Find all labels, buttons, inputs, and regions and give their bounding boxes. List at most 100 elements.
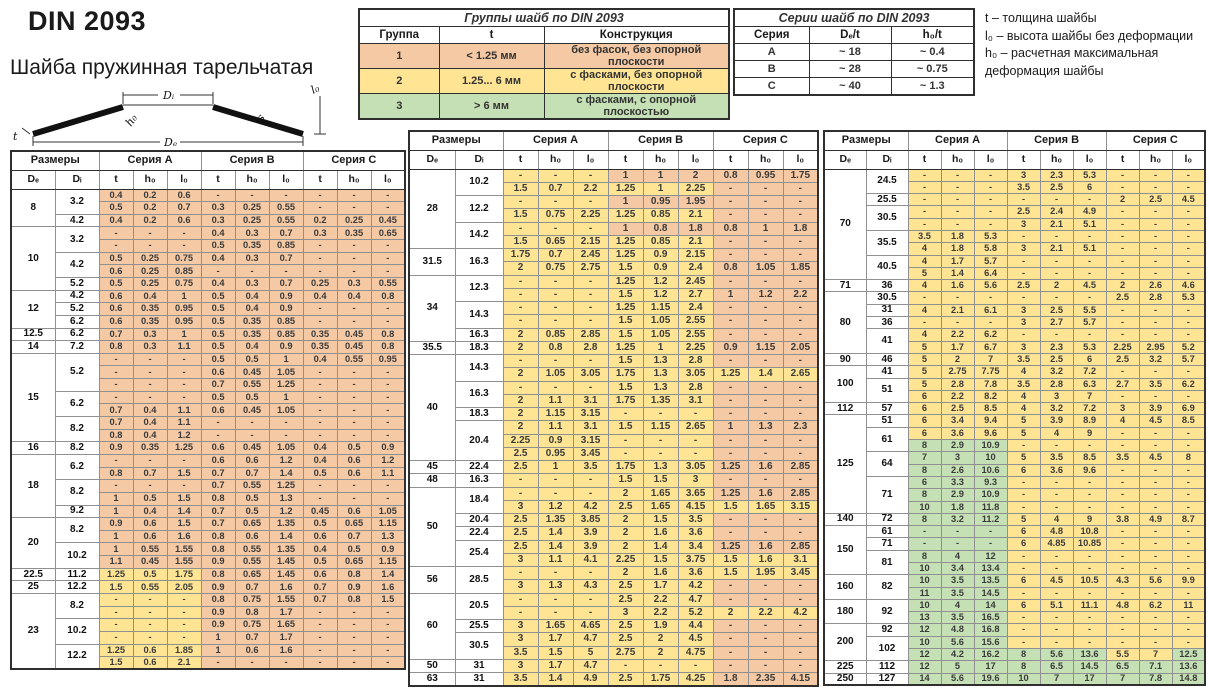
value-cell: 2 bbox=[502, 420, 539, 435]
value-cell: 7 bbox=[1072, 389, 1107, 404]
di-cell: 36 bbox=[865, 279, 909, 293]
value-cell: 1 bbox=[268, 352, 304, 367]
value-cell: - bbox=[537, 221, 574, 236]
table-row: 2 1.05 3.05 1.75 1.3 3.05 1.25 1.4 2.65 bbox=[409, 367, 819, 382]
value-cell: - bbox=[1105, 537, 1140, 551]
value-cell: 6.2 bbox=[1138, 598, 1173, 613]
value-cell: 5.3 bbox=[1072, 340, 1107, 354]
value-cell: 0.25 bbox=[132, 264, 168, 278]
value-cell: 2.45 bbox=[677, 274, 714, 289]
table-row: 30.5- - -2.5 2.4 4.9- - - bbox=[824, 205, 1206, 231]
value-cell: - bbox=[302, 390, 338, 405]
value-cell: - bbox=[1138, 475, 1173, 490]
value-cell: 9.4 bbox=[973, 414, 1008, 428]
value-cell: 2.2 bbox=[642, 592, 679, 607]
value-cell: 0.9 bbox=[200, 555, 236, 569]
table-row: 112 57 6 2.5 8.5 4 3.2 7.2 3 3.9 6.9 bbox=[823, 402, 1206, 416]
de-cell: 14 bbox=[10, 340, 56, 354]
table-row: 8 2.6 10.6 6 3.6 9.6- - - bbox=[824, 463, 1206, 477]
value-cell: 7.2 bbox=[1072, 402, 1107, 416]
value-cell: 4.75 bbox=[677, 645, 714, 660]
value-cell: 12 bbox=[973, 549, 1008, 564]
value-cell: 5.6 bbox=[940, 672, 975, 686]
value-cell: - bbox=[1171, 242, 1206, 256]
value-cell: 0.65 bbox=[234, 517, 270, 531]
sizes-header: Размеры bbox=[823, 130, 909, 151]
value-cell: 0.3 bbox=[200, 201, 236, 215]
value-cell: 10 bbox=[907, 598, 942, 613]
value-cell: - bbox=[1105, 525, 1140, 539]
value-cell: - bbox=[1138, 525, 1173, 539]
di-cell: 10.2 bbox=[54, 542, 100, 569]
value-cell: 0.7 bbox=[234, 580, 270, 594]
di-cell: 8.2 bbox=[54, 517, 100, 544]
value-cell: 1.05 bbox=[642, 327, 679, 342]
value-cell: 0.65 bbox=[336, 517, 372, 531]
value-cell: - bbox=[370, 188, 406, 203]
value-cell: 16.8 bbox=[973, 623, 1008, 637]
value-cell: 0.6 bbox=[302, 529, 338, 544]
value-cell: - bbox=[973, 316, 1008, 330]
di-cell: 5.2 bbox=[54, 302, 100, 316]
value-cell: 2.25 bbox=[677, 181, 714, 197]
table-row: 50 18.4- - -2 1.65 3.65 1.25 1.6 2.85 bbox=[408, 486, 819, 567]
value-cell: 7.8 bbox=[973, 377, 1008, 391]
value-cell: 5 bbox=[907, 365, 942, 379]
value-cell: 8.5 bbox=[1171, 414, 1206, 428]
value-cell: 1.7 bbox=[940, 254, 975, 268]
value-cell: - bbox=[677, 433, 714, 448]
di-cell: 35.5 bbox=[865, 229, 909, 256]
value-cell: - bbox=[302, 479, 338, 493]
value-cell: - bbox=[940, 180, 975, 195]
value-cell: 1.6 bbox=[747, 459, 784, 475]
value-cell: 2.5 bbox=[1039, 303, 1074, 318]
value-cell: 1.75 bbox=[782, 168, 819, 183]
table-row: 2.25 0.9 3.15- - - - - - bbox=[409, 433, 819, 448]
value-cell: 0.8 bbox=[200, 542, 236, 557]
value-cell: 0.65 bbox=[234, 567, 270, 582]
value-cell: - bbox=[1006, 611, 1041, 625]
value-cell: 0.8 bbox=[200, 567, 236, 582]
col-header-group: Группа bbox=[358, 26, 440, 44]
value-cell: - bbox=[782, 300, 819, 316]
value-cell: 1.4 bbox=[166, 504, 202, 519]
table-row: - - -0.9 0.8 1.7- - - bbox=[11, 605, 406, 620]
value-cell: 1.8 bbox=[677, 221, 714, 236]
value-cell: 0.75 bbox=[234, 618, 270, 632]
value-cell: 0.3 bbox=[234, 276, 270, 291]
value-cell: 2.5 bbox=[502, 539, 539, 554]
value-cell: - bbox=[302, 643, 338, 658]
value-cell: - bbox=[782, 632, 819, 647]
value-cell: 0.6 bbox=[234, 529, 270, 544]
value-cell: 2.85 bbox=[572, 327, 609, 342]
value-cell: - bbox=[1039, 328, 1074, 342]
group-num: 2 bbox=[358, 68, 440, 94]
subcolumn-header: t bbox=[712, 149, 749, 170]
value-cell: 0.7 bbox=[302, 593, 338, 607]
di-cell: 12.2 bbox=[54, 580, 100, 594]
value-cell: 8 bbox=[907, 512, 942, 527]
value-cell: - bbox=[940, 525, 975, 539]
value-cell: 0.25 bbox=[302, 276, 338, 291]
value-cell: 0.6 bbox=[132, 517, 168, 531]
di-cell: 6.2 bbox=[54, 390, 100, 418]
value-cell: 19.6 bbox=[973, 672, 1008, 686]
value-cell: 0.45 bbox=[132, 555, 168, 569]
group-row-1: 1 < 1.25 мм без фасок, без опорной плоск… bbox=[358, 43, 730, 69]
subcolumn-header: Dₑ bbox=[408, 149, 456, 170]
value-cell: - bbox=[302, 302, 338, 316]
value-cell: - bbox=[1171, 537, 1206, 551]
value-cell: 4 bbox=[907, 254, 942, 268]
table-row: 8 3.2 0.4 0.2 0.6- - - - - - bbox=[10, 188, 406, 228]
value-cell: 1.25 bbox=[607, 181, 644, 197]
value-cell: - bbox=[712, 592, 749, 607]
value-cell: 4.3 bbox=[572, 579, 609, 594]
value-cell: - bbox=[302, 618, 338, 632]
value-cell: - bbox=[1039, 488, 1074, 502]
value-cell: 0.4 bbox=[336, 289, 372, 304]
value-cell: 0.9 bbox=[712, 340, 749, 356]
legend-line-h0: h₀ – расчетная максимальная деформация ш… bbox=[985, 46, 1159, 78]
sizes-header: Размеры bbox=[408, 130, 504, 151]
value-cell: - bbox=[1006, 488, 1041, 502]
value-cell: 3.5 bbox=[1006, 377, 1041, 391]
